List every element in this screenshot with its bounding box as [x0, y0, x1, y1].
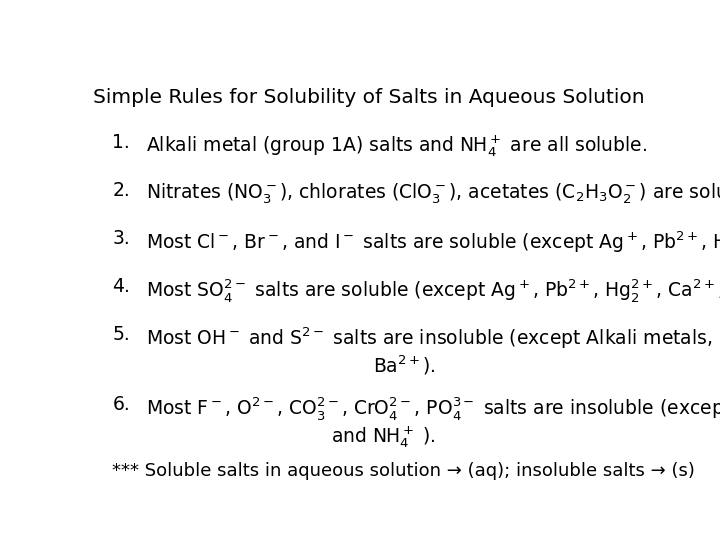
Text: 2.: 2.: [112, 181, 130, 200]
Text: Most SO$_4^{2-}$ salts are soluble (except Ag$^+$, Pb$^{2+}$, Hg$_2^{2+}$, Ca$^{: Most SO$_4^{2-}$ salts are soluble (exce…: [145, 277, 720, 304]
Text: Most F$^-$, O$^{2-}$, CO$_3^{2-}$, CrO$_4^{2-}$, PO$_4^{3-}$ salts are insoluble: Most F$^-$, O$^{2-}$, CO$_3^{2-}$, CrO$_…: [145, 395, 720, 422]
Text: *** Soluble salts in aqueous solution → (aq); insoluble salts → (s): *** Soluble salts in aqueous solution → …: [112, 462, 696, 480]
Text: 5.: 5.: [112, 325, 130, 343]
Text: and NH$_4^+$ ).: and NH$_4^+$ ).: [331, 424, 436, 450]
Text: Ba$^{2+}$).: Ba$^{2+}$).: [373, 354, 436, 377]
Text: 3.: 3.: [112, 229, 130, 248]
Text: Most OH$^-$ and S$^{2-}$ salts are insoluble (except Alkali metals, NH$_4^+$, Ca: Most OH$^-$ and S$^{2-}$ salts are insol…: [145, 325, 720, 352]
Text: 1.: 1.: [112, 133, 130, 152]
Text: Simple Rules for Solubility of Salts in Aqueous Solution: Simple Rules for Solubility of Salts in …: [93, 87, 645, 107]
Text: 4.: 4.: [112, 277, 130, 296]
Text: Most Cl$^-$, Br$^-$, and I$^-$ salts are soluble (except Ag$^+$, Pb$^{2+}$, Hg$_: Most Cl$^-$, Br$^-$, and I$^-$ salts are…: [145, 229, 720, 256]
Text: Alkali metal (group 1A) salts and NH$_4^+$ are all soluble.: Alkali metal (group 1A) salts and NH$_4^…: [145, 133, 647, 159]
Text: 6.: 6.: [112, 395, 130, 414]
Text: Nitrates (NO$_3^-$), chlorates (ClO$_3^-$), acetates (C$_2$H$_3$O$_2^-$) are sol: Nitrates (NO$_3^-$), chlorates (ClO$_3^-…: [145, 181, 720, 206]
